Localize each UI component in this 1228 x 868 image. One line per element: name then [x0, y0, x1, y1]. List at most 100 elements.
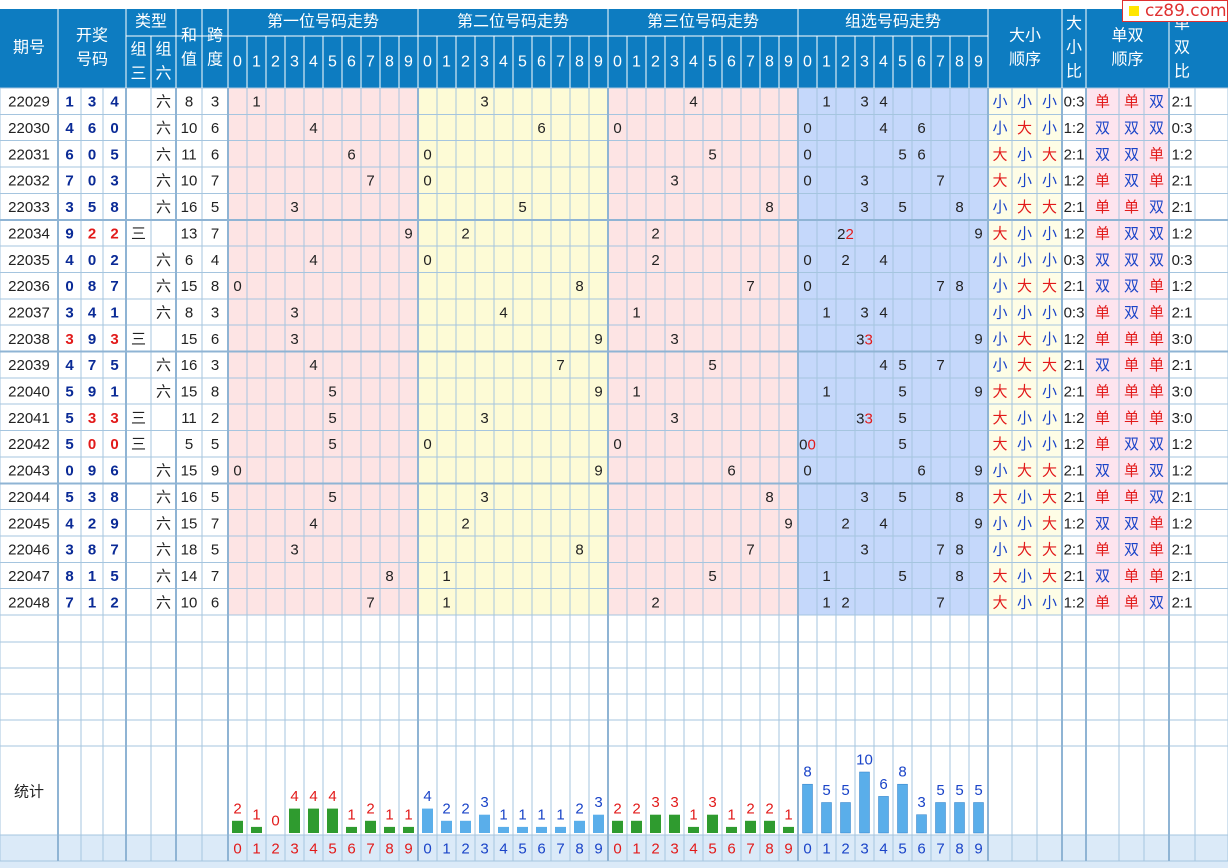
stat-bar — [365, 820, 376, 833]
size-seq-cell: 小 — [992, 199, 1007, 216]
position-hit: 3 — [290, 331, 298, 348]
stat-value-label: 5 — [955, 782, 963, 799]
stat-digit-label: 6 — [727, 841, 735, 858]
size-seq-cell: 大 — [1042, 199, 1057, 216]
stat-bar — [973, 802, 984, 834]
group-hit: 9 — [974, 225, 982, 242]
group-hit: 1 — [822, 94, 830, 111]
type-group6: 六 — [156, 384, 171, 401]
stat-bar — [460, 820, 471, 833]
group-hit: 0 — [803, 146, 811, 163]
header-parity-ratio-2: 双 — [1174, 40, 1190, 57]
size-seq-cell: 大 — [992, 225, 1007, 242]
header-span-2: 度 — [207, 51, 223, 69]
parity-seq-cell: 单 — [1095, 331, 1110, 348]
draw-digit: 4 — [65, 515, 74, 532]
group-hit: 00 — [799, 436, 816, 453]
type-group6: 六 — [156, 120, 171, 137]
stat-digit-label: 6 — [347, 841, 355, 858]
stat-value-label: 4 — [423, 788, 431, 805]
parity-ratio-cell: 2:1 — [1172, 199, 1193, 216]
header-group_trend-digit: 9 — [974, 54, 983, 71]
header-pos1-digit: 7 — [366, 54, 375, 71]
parity-ratio-cell: 1:2 — [1172, 278, 1193, 295]
parity-seq-cell: 单 — [1095, 436, 1110, 453]
group-hit: 8 — [955, 278, 963, 295]
stat-bar — [422, 808, 433, 833]
parity-seq-cell: 双 — [1124, 252, 1139, 269]
parity-seq-cell: 双 — [1095, 357, 1110, 374]
position-hit: 6 — [727, 463, 735, 480]
group-hit: 3 — [860, 489, 868, 506]
draw-digit: 2 — [88, 515, 96, 532]
group-hit: 9 — [974, 331, 982, 348]
stat-digit-label: 1 — [822, 841, 830, 858]
header-pos1-digit: 2 — [271, 54, 280, 71]
draw-digit: 1 — [110, 384, 118, 401]
stat-digit-label: 6 — [917, 841, 925, 858]
position-hit: 2 — [461, 515, 469, 532]
parity-seq-cell: 单 — [1124, 331, 1139, 348]
span-cell: 9 — [211, 463, 219, 480]
stat-bar — [764, 820, 775, 833]
parity-seq-cell: 双 — [1149, 252, 1164, 269]
header-size-seq-1: 大小 — [1009, 27, 1041, 45]
stat-value-label: 1 — [537, 806, 545, 823]
parity-seq-cell: 单 — [1095, 384, 1110, 401]
parity-seq-cell: 双 — [1124, 436, 1139, 453]
group-hit: 7 — [936, 173, 944, 190]
header-pos3-digit: 8 — [765, 54, 774, 71]
stat-value-label: 2 — [442, 800, 450, 817]
parity-ratio-cell: 2:1 — [1172, 542, 1193, 559]
stat-value-label: 1 — [727, 806, 735, 823]
header-pos1-digit: 0 — [233, 54, 242, 71]
parity-seq-cell: 单 — [1149, 331, 1164, 348]
draw-digit: 6 — [65, 146, 73, 163]
span-cell: 8 — [211, 384, 219, 401]
period-cell: 22045 — [8, 515, 50, 532]
sum-cell: 15 — [181, 331, 198, 348]
position-hit: 4 — [309, 357, 317, 374]
group-hit: 3 — [860, 173, 868, 190]
parity-seq-cell: 单 — [1124, 568, 1139, 585]
group-hit: 4 — [879, 515, 887, 532]
header-group3-2: 三 — [130, 66, 146, 83]
period-cell: 22039 — [8, 357, 50, 374]
draw-digit: 0 — [110, 120, 118, 137]
stat-value-label: 5 — [822, 782, 830, 799]
block-lines — [0, 88, 1228, 861]
span-cell: 2 — [211, 410, 219, 427]
size-seq-cell: 大 — [1042, 489, 1057, 506]
draw-digit: 7 — [110, 278, 118, 295]
position-hit: 4 — [309, 252, 317, 269]
position-hit: 2 — [461, 225, 469, 242]
group-hit: 7 — [936, 594, 944, 611]
group-hit: 5 — [898, 199, 906, 216]
position-hit: 9 — [594, 331, 602, 348]
sum-cell: 16 — [181, 489, 198, 506]
parity-seq-cell: 双 — [1095, 463, 1110, 480]
size-seq-cell: 大 — [1017, 384, 1032, 401]
type-group3: 三 — [131, 331, 146, 348]
stat-bar — [384, 826, 395, 833]
footer-strip — [0, 861, 1228, 868]
group-hit: 3 — [860, 304, 868, 321]
position-hit: 6 — [347, 146, 355, 163]
draw-digit: 5 — [65, 489, 73, 506]
parity-ratio-cell: 2:1 — [1172, 173, 1193, 190]
position-hit: 6 — [537, 120, 545, 137]
stat-digit-label: 2 — [651, 841, 659, 858]
stat-bar — [441, 820, 452, 833]
size-seq-cell: 大 — [992, 489, 1007, 506]
stat-value-label: 10 — [856, 752, 873, 769]
parity-seq-cell: 双 — [1095, 515, 1110, 532]
header-pos3-digit: 0 — [613, 54, 622, 71]
parity-ratio-cell: 1:2 — [1172, 463, 1193, 480]
group-hit: 8 — [955, 489, 963, 506]
position-hit: 3 — [670, 410, 678, 427]
stat-digit-label: 0 — [803, 841, 811, 858]
draw-digit: 3 — [110, 173, 118, 190]
stat-digit-label: 5 — [328, 841, 336, 858]
header-pos3-digit: 4 — [689, 54, 698, 71]
stat-digit-label: 4 — [309, 841, 317, 858]
